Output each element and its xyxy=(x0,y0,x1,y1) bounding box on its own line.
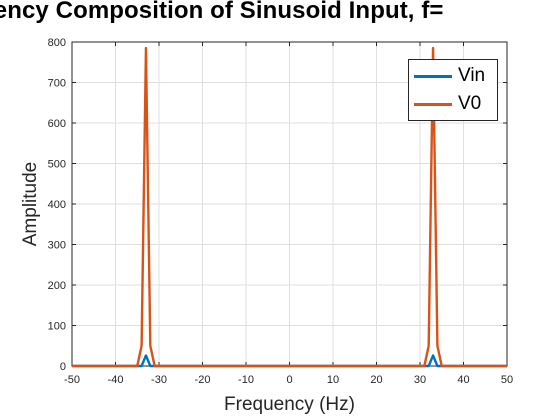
series-lines xyxy=(72,46,507,368)
x-tick-label: 0 xyxy=(286,374,292,386)
y-tick-labels: 0 100 200 300 400 500 600 700 800 xyxy=(48,37,66,373)
series-line-v0 xyxy=(72,46,507,368)
y-tick-label: 500 xyxy=(48,159,66,171)
y-tick-label: 700 xyxy=(48,78,66,90)
x-tick-label: 40 xyxy=(457,374,469,386)
y-tick-label: 200 xyxy=(48,280,66,292)
legend-item-v0: V0 xyxy=(414,91,481,117)
x-axis-label: Frequency (Hz) xyxy=(224,394,355,415)
legend: Vin V0 xyxy=(408,59,498,121)
y-tick-label: 100 xyxy=(48,321,66,333)
chart-title: uency Composition of Sinusoid Input, f= xyxy=(0,0,444,24)
x-tick-label: 10 xyxy=(327,374,339,386)
x-tick-label: -50 xyxy=(64,374,80,386)
x-tick-label: -20 xyxy=(195,374,211,386)
x-tick-labels: -50 -40 -30 -20 -10 0 10 20 30 40 50 xyxy=(64,374,513,386)
y-axis-label: Amplitude xyxy=(20,161,41,247)
y-tick-label: 400 xyxy=(48,199,66,211)
x-tick-label: -30 xyxy=(151,374,167,386)
x-tick-label: -40 xyxy=(108,374,124,386)
legend-label-v0: V0 xyxy=(458,93,482,114)
legend-swatch-vin xyxy=(414,74,452,78)
y-tick-label: 300 xyxy=(48,240,66,252)
x-tick-label: 30 xyxy=(414,374,426,386)
y-tick-label: 600 xyxy=(48,118,66,130)
y-tick-label: 800 xyxy=(48,37,66,49)
y-tick-label: 0 xyxy=(60,361,66,373)
x-tick-label: 50 xyxy=(501,374,513,386)
legend-label-vin: Vin xyxy=(458,65,486,86)
legend-item-vin: Vin xyxy=(414,63,485,89)
x-tick-label: -10 xyxy=(238,374,254,386)
x-tick-label: 20 xyxy=(370,374,382,386)
legend-swatch-v0 xyxy=(414,102,452,106)
